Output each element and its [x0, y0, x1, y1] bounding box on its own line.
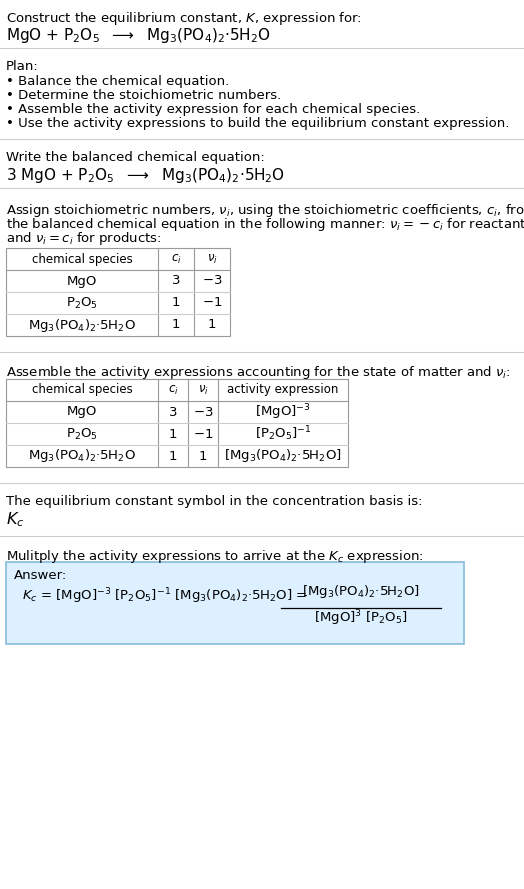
Text: chemical species: chemical species — [31, 383, 133, 396]
Text: [MgO]$^{-3}$: [MgO]$^{-3}$ — [255, 402, 311, 421]
Text: $K_c$: $K_c$ — [6, 510, 25, 529]
Text: [Mg$_3$(PO$_4$)$_2$·5H$_2$O]: [Mg$_3$(PO$_4$)$_2$·5H$_2$O] — [302, 583, 420, 600]
Text: P$_2$O$_5$: P$_2$O$_5$ — [66, 295, 98, 310]
Text: • Determine the stoichiometric numbers.: • Determine the stoichiometric numbers. — [6, 89, 281, 102]
Bar — [6, 379, 348, 467]
Text: Mg$_3$(PO$_4$)$_2$·5H$_2$O: Mg$_3$(PO$_4$)$_2$·5H$_2$O — [28, 316, 136, 333]
Text: MgO: MgO — [67, 275, 97, 287]
Text: Write the balanced chemical equation:: Write the balanced chemical equation: — [6, 151, 265, 164]
Text: 1: 1 — [208, 318, 216, 332]
Text: 1: 1 — [169, 450, 177, 462]
Text: • Balance the chemical equation.: • Balance the chemical equation. — [6, 75, 230, 88]
Text: [P$_2$O$_5$]$^{-1}$: [P$_2$O$_5$]$^{-1}$ — [255, 425, 311, 444]
Text: MgO: MgO — [67, 405, 97, 419]
Text: 1: 1 — [172, 297, 180, 309]
Text: $c_i$: $c_i$ — [171, 252, 181, 266]
Text: $-1$: $-1$ — [202, 297, 222, 309]
Text: The equilibrium constant symbol in the concentration basis is:: The equilibrium constant symbol in the c… — [6, 495, 422, 508]
Text: chemical species: chemical species — [31, 252, 133, 266]
Text: 1: 1 — [169, 428, 177, 441]
Text: $-1$: $-1$ — [193, 428, 213, 441]
Text: $\nu_i$: $\nu_i$ — [206, 252, 217, 266]
Bar — [6, 248, 230, 336]
Text: 3 MgO + P$_2$O$_5$  $\longrightarrow$  Mg$_3$(PO$_4$)$_2$·5H$_2$O: 3 MgO + P$_2$O$_5$ $\longrightarrow$ Mg$… — [6, 166, 285, 185]
Text: 3: 3 — [169, 405, 177, 419]
Text: • Assemble the activity expression for each chemical species.: • Assemble the activity expression for e… — [6, 103, 420, 116]
Text: 3: 3 — [172, 275, 180, 287]
Text: • Use the activity expressions to build the equilibrium constant expression.: • Use the activity expressions to build … — [6, 117, 509, 130]
Text: Mulitply the activity expressions to arrive at the $K_c$ expression:: Mulitply the activity expressions to arr… — [6, 548, 424, 565]
Text: P$_2$O$_5$: P$_2$O$_5$ — [66, 427, 98, 442]
Text: Plan:: Plan: — [6, 60, 39, 73]
Text: Assign stoichiometric numbers, $\nu_i$, using the stoichiometric coefficients, $: Assign stoichiometric numbers, $\nu_i$, … — [6, 202, 524, 219]
Text: Answer:: Answer: — [14, 569, 67, 582]
Text: [MgO]$^3$ [P$_2$O$_5$]: [MgO]$^3$ [P$_2$O$_5$] — [314, 608, 408, 628]
Text: 1: 1 — [172, 318, 180, 332]
FancyBboxPatch shape — [6, 562, 464, 644]
Text: Assemble the activity expressions accounting for the state of matter and $\nu_i$: Assemble the activity expressions accoun… — [6, 364, 511, 381]
Text: Construct the equilibrium constant, $K$, expression for:: Construct the equilibrium constant, $K$,… — [6, 10, 362, 27]
Text: $K_c$ = [MgO]$^{-3}$ [P$_2$O$_5$]$^{-1}$ [Mg$_3$(PO$_4$)$_2$·5H$_2$O] =: $K_c$ = [MgO]$^{-3}$ [P$_2$O$_5$]$^{-1}$… — [22, 586, 307, 605]
Text: $\nu_i$: $\nu_i$ — [198, 383, 209, 396]
Text: $c_i$: $c_i$ — [168, 383, 178, 396]
Text: the balanced chemical equation in the following manner: $\nu_i = -c_i$ for react: the balanced chemical equation in the fo… — [6, 216, 524, 233]
Text: and $\nu_i = c_i$ for products:: and $\nu_i = c_i$ for products: — [6, 230, 161, 247]
Text: Mg$_3$(PO$_4$)$_2$·5H$_2$O: Mg$_3$(PO$_4$)$_2$·5H$_2$O — [28, 447, 136, 464]
Text: $-3$: $-3$ — [193, 405, 213, 419]
Text: MgO + P$_2$O$_5$  $\longrightarrow$  Mg$_3$(PO$_4$)$_2$·5H$_2$O: MgO + P$_2$O$_5$ $\longrightarrow$ Mg$_3… — [6, 26, 270, 45]
Text: activity expression: activity expression — [227, 383, 339, 396]
Text: [Mg$_3$(PO$_4$)$_2$·5H$_2$O]: [Mg$_3$(PO$_4$)$_2$·5H$_2$O] — [224, 447, 342, 464]
Text: 1: 1 — [199, 450, 208, 462]
Text: $-3$: $-3$ — [202, 275, 222, 287]
